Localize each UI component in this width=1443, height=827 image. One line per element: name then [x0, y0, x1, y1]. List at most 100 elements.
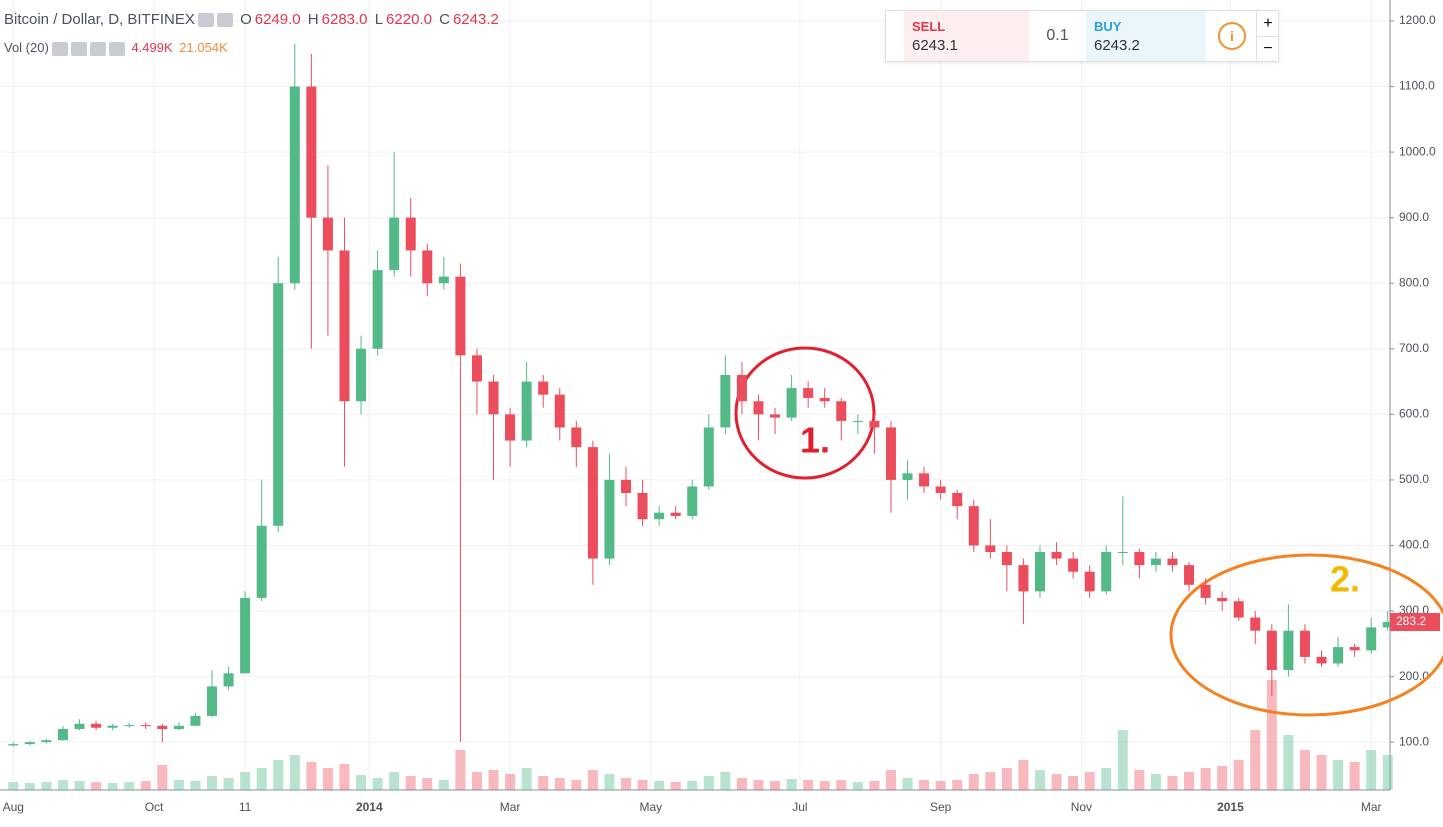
- candle-body: [604, 479, 615, 559]
- icon[interactable]: [70, 41, 87, 56]
- volume-bar: [571, 780, 582, 790]
- icon[interactable]: [108, 41, 125, 56]
- candle-body: [852, 420, 863, 422]
- icon[interactable]: [89, 41, 106, 56]
- volume-bar: [736, 778, 747, 790]
- label: L: [374, 11, 384, 28]
- last-price-box: [1390, 613, 1440, 632]
- volume-bar: [1382, 755, 1393, 790]
- candle-body: [140, 725, 151, 727]
- volume-bar: [24, 783, 35, 790]
- volume-bar: [289, 755, 300, 790]
- candle-body: [1316, 656, 1327, 664]
- y-tick-label: 100.0: [1399, 734, 1429, 748]
- candle-body: [488, 381, 499, 415]
- volume-bar: [173, 780, 184, 790]
- buy-label: BUY: [1094, 19, 1122, 34]
- candle-body: [670, 512, 681, 516]
- volume-bar: [372, 778, 383, 790]
- symbol: Bitcoin / Dollar, D, BITFINEX: [4, 11, 195, 28]
- volume-bar: [107, 783, 118, 790]
- candle-body: [173, 725, 184, 730]
- x-tick-label: Oct: [145, 800, 164, 814]
- candle-body: [1084, 571, 1095, 592]
- buy-button[interactable]: BUY 6243.2: [1086, 11, 1206, 61]
- value: 6243.2: [452, 11, 499, 28]
- volume-bar: [306, 762, 317, 790]
- volume-bar: [1001, 768, 1012, 790]
- x-tick-label: Mar: [500, 800, 521, 814]
- candle-body: [869, 420, 880, 428]
- quantity[interactable]: 0.1: [1046, 27, 1069, 44]
- annotation-circle: [734, 346, 876, 480]
- zoom-in[interactable]: +: [1256, 11, 1279, 37]
- volume-bar: [1018, 760, 1029, 790]
- candle-body: [1117, 552, 1128, 554]
- info-button[interactable]: i: [1218, 22, 1246, 50]
- candle-body: [505, 414, 516, 441]
- annotation: 2.: [1330, 559, 1360, 600]
- volume-bar: [1184, 772, 1195, 790]
- sell-price: 6243.1: [912, 37, 958, 54]
- x-tick-label: Sep: [930, 800, 952, 814]
- candle-body: [1333, 647, 1344, 664]
- volume-bar: [223, 778, 234, 790]
- candle-body: [356, 348, 367, 402]
- value: 21.054K: [179, 40, 228, 55]
- zoom-out[interactable]: −: [1256, 36, 1279, 61]
- y-tick-label: 1000.0: [1399, 144, 1436, 158]
- volume-bar: [1035, 770, 1045, 790]
- y-tick-label: 600.0: [1399, 407, 1429, 421]
- label: C: [439, 11, 450, 28]
- volume-bar: [1233, 760, 1244, 790]
- candle-body: [985, 545, 996, 553]
- study: Vol (20): [4, 40, 49, 55]
- annotation-circle: [1169, 553, 1443, 717]
- y-tick-label: 1100.0: [1399, 79, 1435, 93]
- volume-bar: [1051, 774, 1062, 790]
- sell-button[interactable]: SELL 6243.1: [904, 11, 1029, 61]
- annotation: 1.: [800, 420, 830, 461]
- trade-widget: SELL 6243.1 0.1 BUY 6243.2 i + −: [885, 10, 1279, 62]
- volume-bar: [985, 772, 996, 790]
- candle-body: [273, 283, 284, 526]
- candle-body: [935, 486, 946, 494]
- volume-bar: [836, 780, 847, 790]
- candle-body: [157, 725, 168, 730]
- candle-body: [57, 729, 68, 741]
- volume-bar: [703, 776, 714, 790]
- label: H: [307, 11, 319, 28]
- x-tick-label: May: [640, 800, 663, 814]
- candle-body: [571, 427, 582, 448]
- candle-body: [720, 375, 731, 428]
- candle-body: [405, 217, 416, 251]
- volume-bar: [157, 765, 168, 790]
- volume-header: Vol (20) 4.499K 21.054K: [4, 40, 231, 56]
- candle-body: [621, 479, 631, 494]
- volume-bar: [919, 780, 930, 790]
- value: 4.499K: [131, 40, 173, 55]
- volume-bar: [1101, 768, 1112, 790]
- candle-body: [1299, 630, 1310, 657]
- candle-body: [836, 401, 847, 421]
- candle-body: [587, 447, 598, 559]
- volume-bar: [753, 780, 764, 790]
- candle-body: [1134, 552, 1145, 566]
- volume-bar: [1150, 774, 1161, 790]
- icon[interactable]: [51, 41, 68, 56]
- candle-body: [455, 276, 466, 356]
- candle-body: [1101, 552, 1112, 592]
- volume-bar: [1167, 776, 1178, 790]
- volume-bar: [670, 782, 681, 790]
- volume-bar: [190, 781, 201, 790]
- x-tick-label: 2015: [1217, 800, 1244, 814]
- x-tick-label: Aug: [3, 800, 24, 814]
- volume-bar: [438, 780, 449, 790]
- icon[interactable]: [216, 13, 233, 28]
- y-tick-label: 1200.0: [1399, 13, 1436, 27]
- x-tick-label: Mar: [1361, 800, 1382, 814]
- icon[interactable]: [197, 13, 214, 28]
- volume-bar: [637, 780, 648, 790]
